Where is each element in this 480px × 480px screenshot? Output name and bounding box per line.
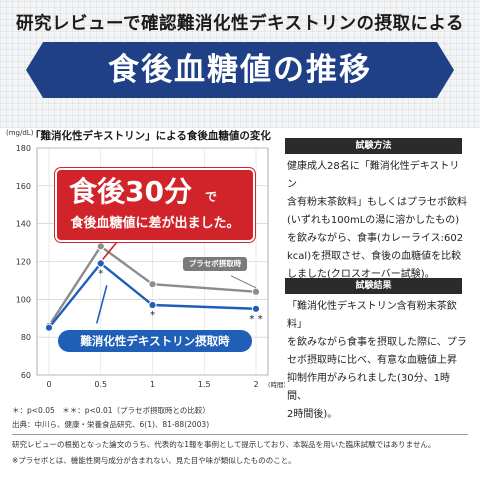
source-note: 出典：中川ら、健康・栄養食品研究、6(1)、81-88(2003): [12, 420, 210, 429]
dextrin-pointer: [95, 285, 108, 324]
result-body: 「難消化性デキストリン含有粉末茶飲料」 を飲みながら食事を摂取した際に、プラ セ…: [287, 298, 467, 424]
x-tick-label: 0: [46, 380, 51, 389]
dextrin-label: 難消化性デキストリン摂取時: [58, 330, 252, 352]
x-tick-label: 2: [253, 380, 258, 389]
chart-title: 「難消化性デキストリン」による食後血糖値の変化: [30, 130, 271, 142]
hero-subtitle: 研究レビューで確認難消化性デキストリンの摂取による: [16, 14, 464, 34]
footer-line: ※プラセボとは、機能性関与成分が含まれない、見た目や味が類似したもののこと。: [12, 456, 296, 465]
callout-30min-small: で: [205, 190, 218, 204]
significance-mark: *: [150, 310, 155, 321]
x-axis-label: (時間): [268, 381, 285, 389]
dextrin-line: [48, 261, 257, 329]
significance-mark: *: [98, 268, 103, 279]
callout-30min-big: 食後30分: [69, 175, 192, 208]
x-tick-label: 0.5: [94, 380, 107, 389]
method-line: しました(クロスオーバー試験)。: [287, 269, 435, 280]
notes: ＊：p<0.05 ＊＊：p<0.01（プラセボ摂取時との比較） 出典：中川ら、健…: [12, 404, 210, 432]
y-tick-label: 140: [16, 220, 31, 229]
footer: 研究レビューの根拠となった論文のうち、代表的な1報を事例として提示しており、本製…: [12, 437, 435, 469]
result-line: を飲みながら食事を摂取した際に、プラ: [287, 337, 467, 348]
result-line: 「難消化性デキストリン含有粉末茶飲料」: [287, 301, 457, 330]
placebo-point: [96, 242, 105, 251]
method-body: 健康成人28名に「難消化性デキストリン 含有粉末茶飲料」もしくはプラセボ飲料 (…: [287, 158, 467, 284]
method-line: を飲みながら、食事(カレーライス:602: [287, 233, 464, 244]
placebo-point: [148, 280, 157, 289]
x-tick-label: 1: [150, 380, 155, 389]
hero-title: 食後血糖値の推移: [108, 52, 372, 88]
footer-line: 研究レビューの根拠となった論文のうち、代表的な1報を事例として提示しており、本製…: [12, 440, 436, 449]
method-heading: 試験方法: [285, 138, 462, 154]
result-heading: 試験結果: [285, 278, 462, 294]
hero-banner-area: 研究レビューで確認難消化性デキストリンの摂取による 食後血糖値の推移: [0, 0, 480, 128]
result-line: セボ摂取時に比べ、有意な血糖値上昇: [287, 355, 457, 366]
placebo-label: プラセボ摂取時: [183, 257, 247, 271]
hero-title-ribbon: 食後血糖値の推移: [26, 42, 454, 98]
divider: [12, 434, 468, 435]
significance-note: ＊：p<0.05 ＊＊：p<0.01（プラセボ摂取時との比較）: [12, 406, 210, 415]
y-tick-label: 160: [16, 182, 31, 191]
significance-mark: * *: [249, 314, 262, 325]
method-line: kcal)を摂取させ、食後の血糖値を比較: [287, 251, 462, 262]
y-tick-label: 120: [16, 258, 31, 267]
method-line: 健康成人28名に「難消化性デキストリン: [287, 161, 460, 190]
dextrin-point: [96, 259, 105, 268]
y-tick-label: 60: [21, 371, 31, 380]
dextrin-point: [251, 304, 261, 313]
callout-30min: 食後30分 で 食後血糖値に差が出ました。: [55, 168, 255, 242]
result-line: 2時間後)。: [287, 409, 338, 420]
placebo-pointer: [230, 275, 257, 289]
dextrin-point: [44, 323, 54, 332]
dextrin-point: [148, 300, 157, 310]
placebo-line: [47, 244, 257, 327]
method-line: (いずれも100mLの湯に溶かしたもの): [287, 215, 460, 226]
y-tick-label: 180: [16, 144, 31, 153]
result-line: 抑制作用がみられました(30分、1時間、: [287, 373, 450, 402]
placebo-point: [251, 287, 261, 296]
callout-30min-line2: 食後血糖値に差が出ました。: [70, 216, 240, 231]
y-tick-label: 100: [16, 295, 31, 304]
y-axis-unit: (mg/dL): [6, 129, 34, 137]
y-tick-label: 80: [21, 333, 31, 342]
x-tick-label: 1.5: [198, 380, 211, 389]
method-line: 含有粉末茶飲料」もしくはプラセボ飲料: [287, 197, 467, 208]
